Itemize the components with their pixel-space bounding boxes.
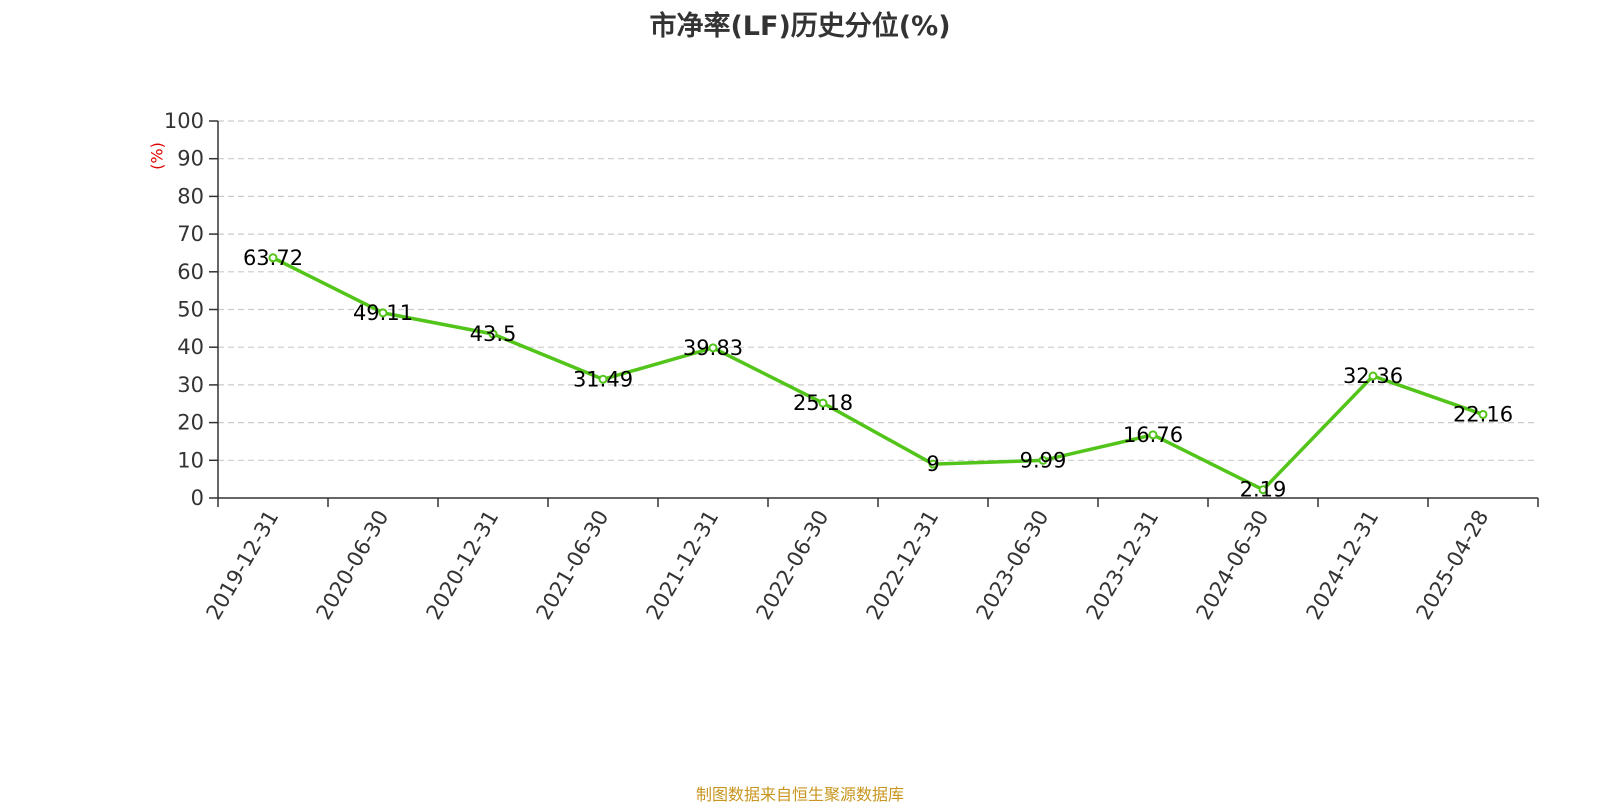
x-tick-label: 2021-06-30 [532,506,614,624]
x-tick-label: 2022-06-30 [752,506,834,624]
data-point [1258,485,1268,495]
y-tick-label: 30 [177,373,204,397]
axes [209,120,1539,507]
data-label: 32.36 [1343,364,1403,388]
data-point [598,374,608,384]
y-tick-label: 0 [191,486,204,510]
x-tick-label: 2021-12-31 [642,506,724,624]
source-note: 制图数据来自恒生聚源数据库 [695,785,904,804]
y-tick-label: 90 [177,147,204,171]
x-tick-label: 2023-06-30 [972,506,1054,624]
data-point [818,398,828,408]
data-label: 22.16 [1453,402,1513,426]
data-point [268,253,278,263]
x-tick-label: 2019-12-31 [202,506,284,624]
x-tick-label: 2020-12-31 [422,506,504,624]
series-line [272,256,1484,492]
grid-lines [218,120,1538,461]
y-tick-label: 10 [177,448,204,472]
x-tick-label: 2024-06-30 [1192,506,1274,624]
y-tick-label: 100 [164,109,204,133]
x-tick-labels: 2019-12-31 2020-06-30 2020-12-31 2021-06-30… [202,506,1494,624]
y-tick-label: 20 [177,411,204,435]
series [268,253,1488,495]
data-point [1038,455,1048,465]
data-point [488,329,498,339]
data-label: 31.49 [573,367,633,391]
data-label: 9.99 [1020,448,1067,472]
data-point [928,459,938,469]
y-tick-labels: 0 10 20 30 40 50 60 70 80 90 100 [164,109,204,510]
chart-title: 市净率(LF)历史分位(%) [649,11,951,42]
y-axis-label: (%) [148,142,167,170]
y-tick-label: 40 [177,335,204,359]
data-point [1368,371,1378,381]
data-label: 39.83 [683,336,743,360]
data-label: 9 [926,452,939,476]
data-label: 49.11 [353,301,413,325]
data-point [1148,430,1158,440]
data-label: 43.5 [470,322,517,346]
data-label: 25.18 [793,391,853,415]
data-label: 63.72 [243,246,303,270]
x-tick-label: 2023-12-31 [1082,506,1164,624]
data-label: 16.76 [1123,423,1183,447]
y-tick-label: 60 [177,260,204,284]
data-point [1478,409,1488,419]
y-tick-label: 70 [177,222,204,246]
data-label: 2.19 [1240,478,1287,502]
data-point [378,308,388,318]
data-point [708,343,718,353]
y-tick-label: 80 [177,184,204,208]
x-tick-label: 2024-12-31 [1302,506,1384,624]
data-labels: 63.72 49.11 43.5 31.49 39.83 25.18 9 9.99 16.76 2… [243,246,1513,502]
x-tick-label: 2022-12-31 [862,506,944,624]
y-tick-label: 50 [177,298,204,322]
x-tick-label: 2025-04-28 [1412,506,1494,624]
x-tick-label: 2020-06-30 [312,506,394,624]
